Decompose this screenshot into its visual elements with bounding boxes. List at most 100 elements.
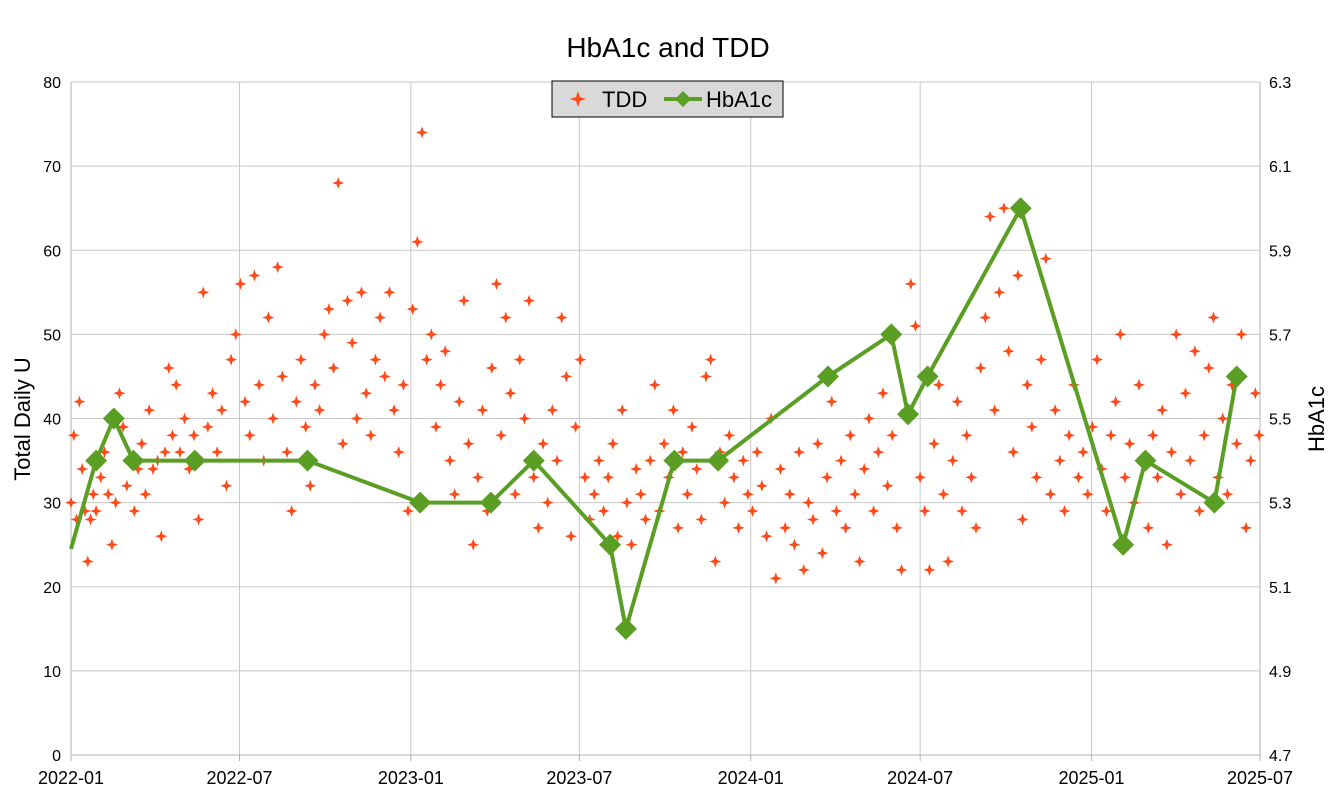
tdd-point bbox=[904, 277, 917, 290]
tdd-point bbox=[588, 488, 601, 501]
tdd-point bbox=[839, 521, 852, 534]
tdd-point bbox=[159, 446, 172, 459]
tdd-point bbox=[504, 387, 517, 400]
tdd-point bbox=[541, 496, 554, 509]
y-tick-label: 50 bbox=[43, 327, 61, 344]
tdd-point bbox=[383, 286, 396, 299]
tdd-point bbox=[960, 429, 973, 442]
tdd-point bbox=[183, 462, 196, 475]
tdd-point bbox=[848, 488, 861, 501]
tdd-point bbox=[197, 286, 210, 299]
tdd-point bbox=[1021, 378, 1034, 391]
tdd-point bbox=[564, 530, 577, 543]
tdd-point bbox=[1170, 328, 1183, 341]
tdd-point bbox=[499, 311, 512, 324]
tdd-point bbox=[616, 404, 629, 417]
tdd-point bbox=[105, 538, 118, 551]
tdd-point bbox=[928, 437, 941, 450]
tdd-point bbox=[676, 446, 689, 459]
y-tick-label: 70 bbox=[43, 159, 61, 176]
legend-hba1c-marker bbox=[675, 91, 691, 107]
tdd-point bbox=[206, 387, 219, 400]
tdd-point bbox=[602, 471, 615, 484]
tdd-point bbox=[132, 462, 145, 475]
tdd-point bbox=[143, 404, 156, 417]
tdd-point bbox=[485, 362, 498, 375]
tdd-point bbox=[1253, 429, 1266, 442]
hba1c-point bbox=[479, 491, 502, 514]
tdd-point bbox=[166, 429, 179, 442]
tdd-point bbox=[267, 412, 280, 425]
tdd-point bbox=[611, 530, 624, 543]
tdd-point bbox=[1165, 446, 1178, 459]
tdd-point bbox=[672, 521, 685, 534]
tdd-point bbox=[858, 462, 871, 475]
tdd-point bbox=[78, 505, 91, 518]
hba1c-point bbox=[183, 449, 206, 472]
x-tick-label: 2024-07 bbox=[887, 768, 953, 788]
tdd-point bbox=[1240, 521, 1253, 534]
tdd-point bbox=[872, 446, 885, 459]
tdd-point bbox=[1198, 429, 1211, 442]
tdd-point bbox=[481, 505, 494, 518]
tdd-point bbox=[648, 378, 661, 391]
tdd-point bbox=[192, 513, 205, 526]
tdd-point bbox=[102, 488, 115, 501]
tdd-point bbox=[686, 420, 699, 433]
tdd-point bbox=[155, 530, 168, 543]
tdd-point bbox=[187, 429, 200, 442]
x-tick-label: 2022-07 bbox=[206, 768, 272, 788]
tdd-point bbox=[811, 437, 824, 450]
tdd-point bbox=[1151, 471, 1164, 484]
tdd-point bbox=[1053, 454, 1066, 467]
tdd-point bbox=[434, 378, 447, 391]
tdd-point bbox=[532, 521, 545, 534]
tdd-point bbox=[304, 479, 317, 492]
tdd-point bbox=[308, 378, 321, 391]
tdd-point bbox=[741, 488, 754, 501]
tdd-point bbox=[644, 454, 657, 467]
tdd-point bbox=[1174, 488, 1187, 501]
tdd-point bbox=[606, 437, 619, 450]
tdd-point bbox=[416, 126, 429, 139]
tdd-point bbox=[76, 462, 89, 475]
tdd-point bbox=[918, 505, 931, 518]
tdd-point bbox=[248, 269, 261, 282]
tdd-point bbox=[420, 353, 433, 366]
tdd-point bbox=[555, 311, 568, 324]
x-tick-label: 2024-01 bbox=[718, 768, 784, 788]
tdd-point bbox=[574, 353, 587, 366]
tdd-point bbox=[139, 488, 152, 501]
tdd-point bbox=[523, 294, 536, 307]
tdd-point bbox=[1226, 378, 1239, 391]
tdd-point bbox=[327, 362, 340, 375]
x-tick-label: 2023-01 bbox=[378, 768, 444, 788]
tdd-point bbox=[476, 404, 489, 417]
tdd-point bbox=[135, 437, 148, 450]
tdd-point bbox=[1235, 328, 1248, 341]
tdd-point bbox=[974, 362, 987, 375]
grid-layer bbox=[70, 81, 1261, 756]
tdd-point bbox=[146, 462, 159, 475]
tdd-point bbox=[876, 387, 889, 400]
tdd-point bbox=[234, 277, 247, 290]
tdd-point bbox=[830, 505, 843, 518]
tdd-point bbox=[993, 286, 1006, 299]
tdd-point bbox=[793, 446, 806, 459]
tdd-point bbox=[1249, 387, 1262, 400]
tdd-point bbox=[411, 235, 424, 248]
tdd-point bbox=[867, 505, 880, 518]
tdd-point bbox=[87, 488, 100, 501]
tdd-point bbox=[471, 471, 484, 484]
tdd-point bbox=[630, 462, 643, 475]
y-tick-label: 80 bbox=[43, 75, 61, 92]
tdd-point bbox=[1072, 471, 1085, 484]
tdd-point bbox=[1058, 505, 1071, 518]
hba1c-point bbox=[599, 533, 622, 556]
tdd-point bbox=[1091, 353, 1104, 366]
tdd-point bbox=[388, 404, 401, 417]
tdd-point bbox=[1146, 429, 1159, 442]
tdd-point bbox=[755, 479, 768, 492]
tdd-point bbox=[816, 547, 829, 560]
